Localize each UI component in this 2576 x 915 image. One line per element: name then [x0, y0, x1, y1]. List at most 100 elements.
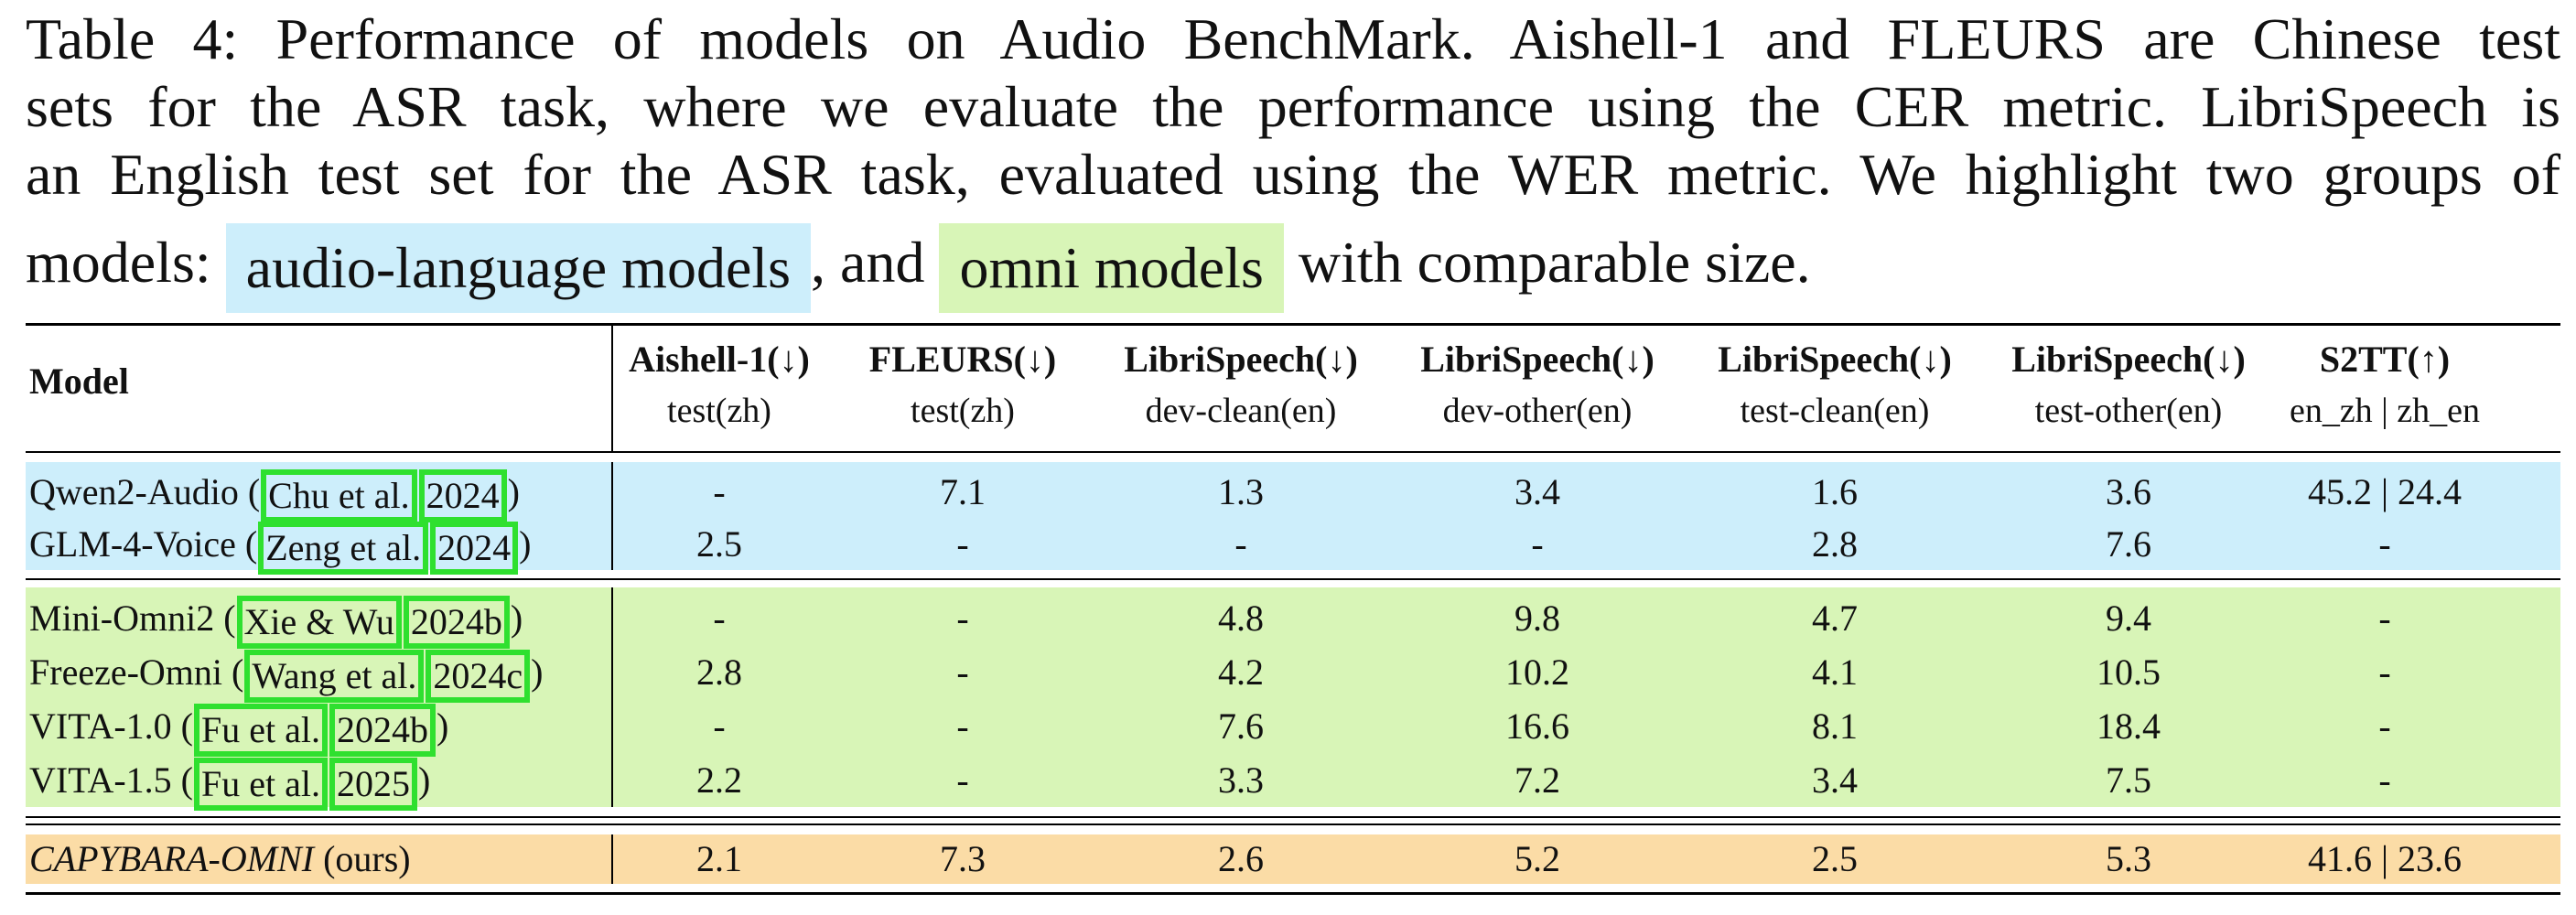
table-cell: -: [956, 523, 969, 565]
citation-year[interactable]: 2025: [329, 757, 417, 811]
model-name-cell: GLM-4-Voice (Zeng et al. 2024): [29, 518, 532, 575]
column-title: S2TT(↑): [2319, 339, 2451, 380]
audio-group-band: [26, 462, 2560, 570]
model-name: Freeze-Omni (: [29, 651, 244, 693]
table-cell: 7.2: [1514, 759, 1560, 801]
column-title: Aishell-1(↓): [629, 339, 810, 380]
table-cell: 10.2: [1505, 651, 1569, 693]
table-cell: 5.2: [1514, 838, 1560, 879]
table-cell: 2.6: [1218, 838, 1264, 879]
table-cell: -: [2378, 651, 2391, 693]
citation-author[interactable]: Zeng et al.: [258, 521, 429, 575]
table-cell: 2.5: [1812, 838, 1858, 879]
caption-and-text: , and: [811, 230, 925, 295]
table-cell: -: [713, 471, 726, 512]
table-cell: 1.6: [1812, 471, 1858, 512]
audio-language-models-highlight: audio-language models: [225, 223, 812, 314]
table-cell: 4.1: [1812, 651, 1858, 693]
table-cell: 7.6: [2106, 523, 2151, 565]
table-cell: 8.1: [1812, 705, 1858, 747]
table-cell: 3.4: [1514, 471, 1560, 512]
citation-author[interactable]: Xie & Wu: [236, 595, 402, 649]
double-rule-top: [26, 816, 2560, 818]
table-cell: 7.5: [2106, 759, 2151, 801]
table-cell: -: [956, 705, 969, 747]
table-cell: -: [956, 651, 969, 693]
caption-line-3: an English test set for the ASR task, ev…: [26, 142, 2560, 207]
table-cell: 7.6: [1218, 705, 1264, 747]
table-cell: 2.8: [696, 651, 742, 693]
citation-year[interactable]: 2024b: [329, 703, 436, 757]
table-cell: 10.5: [2096, 651, 2161, 693]
ours-suffix: (ours): [314, 838, 411, 879]
model-name: GLM-4-Voice (: [29, 523, 258, 565]
double-rule-bottom: [26, 824, 2560, 825]
column-title: FLEURS(↓): [868, 339, 1057, 380]
column-subtitle: en_zh | zh_en: [2289, 392, 2481, 430]
column-separator: [611, 462, 613, 570]
model-name: Qwen2-Audio (: [29, 471, 261, 512]
citation-author[interactable]: Fu et al.: [193, 703, 328, 757]
model-name-ours: CAPYBARA-OMNI: [29, 838, 315, 879]
table-cell: -: [713, 597, 726, 639]
citation-author[interactable]: Chu et al.: [261, 468, 417, 522]
group-separator-rule: [26, 578, 2560, 580]
column-title: LibriSpeech(↓): [1124, 339, 1358, 380]
column-header: LibriSpeech(↓) dev-other(en): [1405, 334, 1670, 436]
table-cell: 4.8: [1218, 597, 1264, 639]
column-subtitle: dev-other(en): [1442, 392, 1633, 430]
table-cell: -: [2378, 597, 2391, 639]
column-title: LibriSpeech(↓): [2011, 339, 2246, 380]
column-separator: [611, 587, 613, 807]
table-row: GLM-4-Voice (Zeng et al. 2024) 2.5 - - - 2.8 7.…: [26, 518, 2560, 575]
table-cell: 9.8: [1514, 597, 1560, 639]
citation-close: ): [436, 705, 449, 747]
column-separator: [611, 834, 613, 884]
column-subtitle: test(zh): [667, 392, 771, 430]
table-cell: 4.2: [1218, 651, 1264, 693]
model-name-cell: CAPYBARA-OMNI (ours): [29, 833, 411, 886]
top-rule: [26, 323, 2560, 326]
caption-line-4: models: audio-language models, and omni …: [26, 221, 2560, 314]
model-name-cell: Freeze-Omni (Wang et al. 2024c): [29, 646, 543, 703]
citation-author[interactable]: Fu et al.: [193, 757, 328, 811]
model-column-header: Model: [29, 361, 129, 402]
caption-models-label: models:: [26, 230, 211, 295]
citation-year[interactable]: 2024b: [403, 595, 510, 649]
header-rule: [26, 451, 2560, 453]
column-header: LibriSpeech(↓) test-clean(en): [1702, 334, 1967, 436]
citation-year[interactable]: 2024: [418, 468, 507, 522]
table-row: Qwen2-Audio (Chu et al. 2024) - 7.1 1.3 3.4 1.…: [26, 466, 2560, 522]
table-cell: -: [2378, 705, 2391, 747]
table-cell: 2.5: [696, 523, 742, 565]
table-cell: 2.8: [1812, 523, 1858, 565]
model-name-cell: VITA-1.0 (Fu et al. 2024b): [29, 700, 449, 757]
table-cell: -: [2378, 759, 2391, 801]
table-cell: 2.2: [696, 759, 742, 801]
table-cell: 18.4: [2096, 705, 2161, 747]
table-cell: -: [956, 759, 969, 801]
citation-close: ): [519, 523, 532, 565]
table-cell: 3.6: [2106, 471, 2151, 512]
caption-comparable-size-text: with comparable size.: [1298, 230, 1811, 295]
citation-year[interactable]: 2024c: [426, 649, 531, 703]
ours-band: [26, 834, 2560, 884]
column-header: S2TT(↑) en_zh | zh_en: [2252, 334, 2517, 436]
table-cell: -: [956, 597, 969, 639]
table-cell: -: [2378, 523, 2391, 565]
column-title: LibriSpeech(↓): [1420, 339, 1654, 380]
column-header: Aishell-1(↓) test(zh): [587, 334, 852, 436]
table-cell: 9.4: [2106, 597, 2151, 639]
column-title: LibriSpeech(↓): [1718, 339, 1952, 380]
model-name: VITA-1.5 (: [29, 759, 193, 801]
table-cell: -: [713, 705, 726, 747]
citation-author[interactable]: Wang et al.: [244, 649, 425, 703]
column-header: FLEURS(↓) test(zh): [830, 334, 1095, 436]
table-caption: Table 4: Performance of models on Audio …: [26, 5, 2560, 314]
table-cell: 16.6: [1505, 705, 1569, 747]
citation-year[interactable]: 2024: [430, 521, 519, 575]
omni-models-highlight: omni models: [939, 223, 1284, 314]
table-row-ours: CAPYBARA-OMNI (ours) 2.1 7.3 2.6 5.2 2.5 5.3 41…: [26, 833, 2560, 886]
table-cell: 3.4: [1812, 759, 1858, 801]
model-name: VITA-1.0 (: [29, 705, 193, 747]
